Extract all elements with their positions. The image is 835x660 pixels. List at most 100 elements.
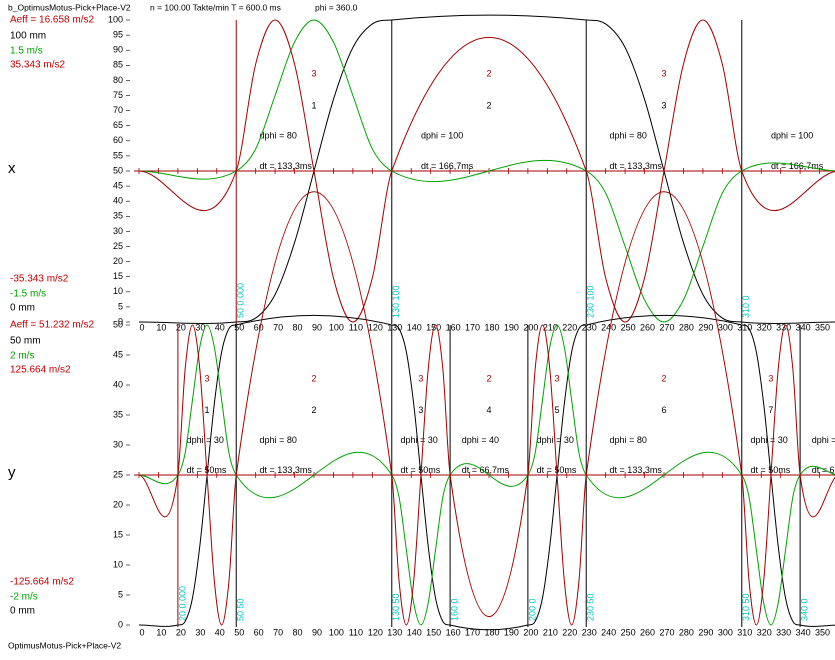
- y-tick-label: 40: [113, 379, 123, 389]
- motion-law: 2: [486, 69, 491, 79]
- x-tick-label: 70: [273, 322, 283, 332]
- segment-dphi: dphi = 40: [462, 435, 499, 445]
- x-tick-label: 20: [176, 322, 186, 332]
- segment-dt: dt = 133,3ms: [260, 161, 313, 171]
- x-tick-label: 200: [523, 627, 538, 637]
- x-tick-label: 350: [815, 322, 830, 332]
- curve: [138, 14, 835, 324]
- boundary-label: 50 50: [236, 598, 246, 621]
- y-tick-label: 30: [113, 439, 123, 449]
- y-tick-label: 20: [113, 499, 123, 509]
- y-tick-label: 35: [113, 211, 123, 221]
- segment-dphi: dphi = 30: [401, 435, 438, 445]
- x-tick-label: 120: [368, 322, 383, 332]
- y-tick-label: 45: [113, 180, 123, 190]
- x-tick-label: 280: [679, 322, 694, 332]
- x-tick-label: 70: [273, 627, 283, 637]
- motion-law: 2: [311, 373, 316, 383]
- segment-dphi: dphi = 100: [771, 131, 813, 141]
- x-tick-label: 250: [621, 627, 636, 637]
- boundary-label: 310 0: [741, 295, 751, 318]
- side-label: 0 mm: [10, 303, 35, 314]
- y-tick-label: 15: [113, 529, 123, 539]
- x-tick-label: 160: [446, 627, 461, 637]
- x-tick-label: 40: [215, 627, 225, 637]
- motion-law: 3: [311, 69, 316, 79]
- segment-dt: dt = 133,3ms: [260, 465, 313, 475]
- x-tick-label: 0: [139, 322, 144, 332]
- boundary-label: 130 50: [391, 593, 401, 621]
- y-tick-label: 70: [113, 105, 123, 115]
- segment-dphi: dphi = 40: [812, 435, 835, 445]
- x-tick-label: 80: [293, 627, 303, 637]
- segment-dphi: dphi = 80: [610, 435, 647, 445]
- side-label: -2 m/s: [10, 592, 38, 603]
- y-tick-label: 50: [113, 319, 123, 329]
- segment-index: 3: [661, 100, 666, 110]
- side-label: -35.343 m/s2: [10, 274, 69, 285]
- segment-dt: dt = 66,7ms: [462, 465, 510, 475]
- y-tick-label: 85: [113, 60, 123, 70]
- x-tick-label: 240: [601, 322, 616, 332]
- y-tick-label: 90: [113, 45, 123, 55]
- x-tick-label: 170: [465, 627, 480, 637]
- boundary-label: 200 0: [527, 598, 537, 621]
- x-tick-label: 210: [543, 322, 558, 332]
- side-label: 1.5 m/s: [10, 46, 43, 57]
- y-tick-label: 20: [113, 256, 123, 266]
- side-label: 125.664 m/s2: [10, 365, 71, 376]
- motion-law: 3: [555, 373, 560, 383]
- x-tick-label: 60: [254, 322, 264, 332]
- x-tick-label: 320: [757, 627, 772, 637]
- footer: OptimusMotus-Pick+Place-V2: [8, 640, 121, 650]
- y-tick-label: 10: [113, 286, 123, 296]
- curve: [138, 19, 835, 323]
- y-tick-label: 0: [118, 619, 123, 629]
- boundary-label: 130 100: [391, 285, 401, 318]
- x-tick-label: 140: [407, 627, 422, 637]
- x-tick-label: 130: [387, 627, 402, 637]
- motion-law: 3: [205, 373, 210, 383]
- y-tick-label: 45: [113, 349, 123, 359]
- y-tick-label: 100: [108, 14, 123, 24]
- x-tick-label: 220: [562, 322, 577, 332]
- x-tick-label: 330: [776, 627, 791, 637]
- y-tick-label: 10: [113, 559, 123, 569]
- x-tick-label: 300: [718, 322, 733, 332]
- y-tick-label: 50: [113, 165, 123, 175]
- x-tick-label: 50: [234, 322, 244, 332]
- side-label: 35.343 m/s2: [10, 60, 65, 71]
- x-tick-label: 210: [543, 627, 558, 637]
- x-tick-label: 330: [776, 322, 791, 332]
- x-tick-label: 350: [815, 627, 830, 637]
- y-tick-label: 40: [113, 196, 123, 206]
- x-tick-label: 110: [349, 322, 363, 332]
- segment-index: 1: [205, 405, 210, 415]
- x-tick-label: 190: [504, 627, 519, 637]
- x-tick-label: 250: [621, 322, 636, 332]
- y-tick-label: 95: [113, 29, 123, 39]
- x-tick-label: 180: [484, 322, 499, 332]
- y-tick-label: 25: [113, 469, 123, 479]
- segment-dphi: dphi = 30: [751, 435, 788, 445]
- segment-dt: dt = 166,7ms: [421, 161, 474, 171]
- boundary-label: 230 100: [586, 285, 596, 318]
- motion-law: 3: [418, 373, 423, 383]
- x-tick-label: 20: [176, 627, 186, 637]
- x-tick-label: 320: [757, 322, 772, 332]
- x-tick-label: 30: [195, 322, 205, 332]
- curve: [138, 314, 835, 631]
- x-tick-label: 150: [426, 627, 441, 637]
- y-tick-label: 60: [113, 135, 123, 145]
- x-tick-label: 240: [601, 627, 616, 637]
- x-tick-label: 290: [698, 627, 713, 637]
- motion-law: 2: [661, 373, 666, 383]
- x-tick-label: 290: [698, 322, 713, 332]
- x-tick-label: 310: [737, 322, 752, 332]
- motion-law: 3: [661, 69, 666, 79]
- motion-law: 3: [768, 373, 773, 383]
- segment-dt: dt = 133,3ms: [610, 161, 663, 171]
- x-tick-label: 120: [368, 627, 383, 637]
- x-tick-label: 170: [465, 322, 480, 332]
